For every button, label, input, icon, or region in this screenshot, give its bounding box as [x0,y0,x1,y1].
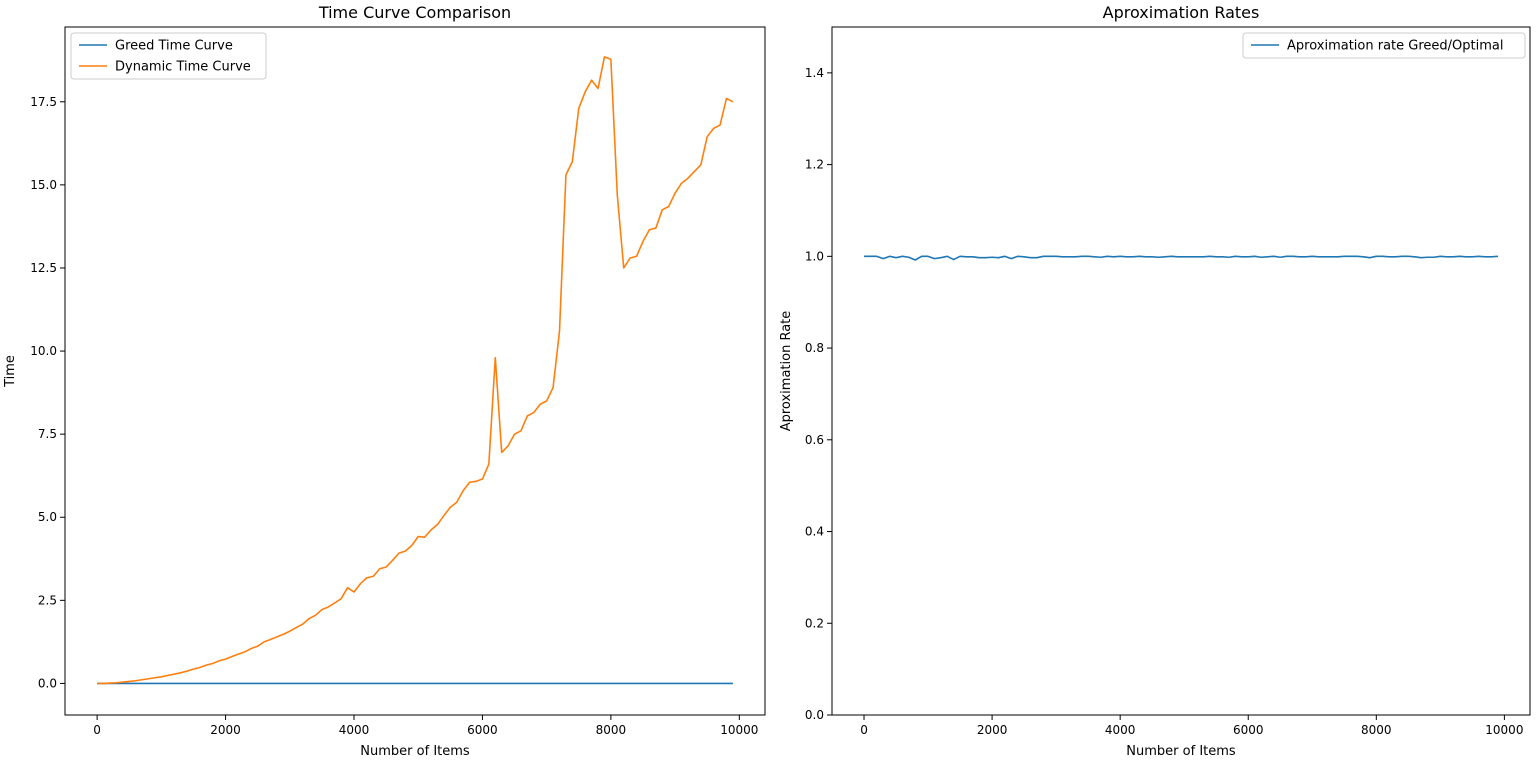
y-axis-label: Time [3,355,18,388]
axes-frame [831,26,1531,716]
y-tick-label: 0.4 [805,525,824,539]
y-tick-label: 2.5 [38,593,57,607]
y-tick-label: 1.2 [805,158,824,172]
y-tick-label: 0.6 [805,433,824,447]
x-tick-label: 6000 [467,723,498,737]
chart-title: Aproximation Rates [1103,3,1260,22]
legend-box [70,32,267,80]
y-tick-label: 15.0 [30,178,57,192]
y-tick-label: 12.5 [30,261,57,275]
y-tick-label: 17.5 [30,95,57,109]
x-tick-label: 4000 [1105,723,1136,737]
y-tick-label: 10.0 [30,344,57,358]
y-tick-label: 0.0 [38,676,57,690]
chart-title: Time Curve Comparison [318,3,511,22]
y-tick-label: 0.2 [805,616,824,630]
y-tick-label: 1.0 [805,249,824,263]
x-tick-label: 2000 [210,723,241,737]
y-tick-label: 5.0 [38,510,57,524]
legend-entry: Greed Time Curve [115,39,233,54]
x-tick-label: 4000 [339,723,370,737]
x-tick-label: 8000 [596,723,627,737]
x-tick-label: 0 [860,723,868,737]
series-line-0 [864,255,1499,261]
y-axis-label: Aproximation Rate [779,311,794,432]
x-tick-label: 6000 [1233,723,1264,737]
legend-entry: Aproximation rate Greed/Optimal [1287,39,1503,54]
y-tick-label: 0.8 [805,341,824,355]
x-tick-label: 2000 [977,723,1008,737]
legend-box [1242,32,1526,59]
x-tick-label: 10000 [1485,723,1523,737]
x-tick-label: 0 [93,723,101,737]
x-axis-label: Number of Items [360,744,470,759]
chart-time-curve-comparison: Time Curve Comparison 0 2000 4000 6000 8000 10… [3,3,766,759]
y-tick-label: 7.5 [38,427,57,441]
x-tick-label: 8000 [1361,723,1392,737]
legend-entry: Dynamic Time Curve [115,60,251,75]
series-line-1 [97,56,734,685]
x-tick-label: 10000 [720,723,758,737]
y-tick-label: 1.4 [805,66,824,80]
y-tick-label: 0.0 [805,708,824,722]
x-axis-label: Number of Items [1126,744,1236,759]
chart-aproximation-rates: Aproximation Rates 0 2000 4000 6000 8000 10000… [779,3,1531,759]
axes-frame [64,26,766,716]
